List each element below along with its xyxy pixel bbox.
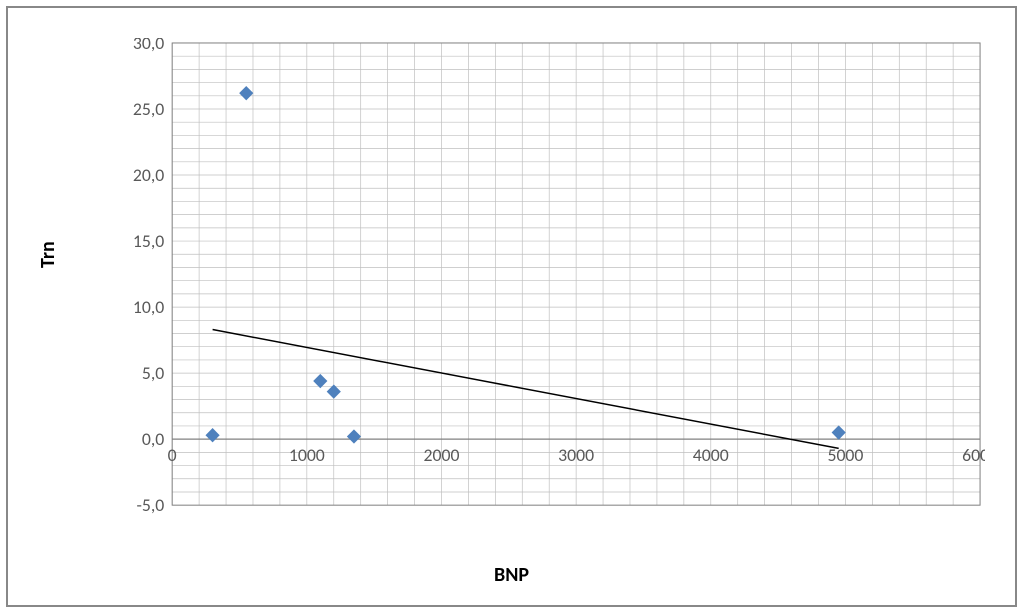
x-axis-title: BNP xyxy=(18,563,1005,587)
x-tick-label: 3000 xyxy=(558,444,594,466)
y-tick-label: 20,0 xyxy=(133,164,164,186)
y-tick-label: 30,0 xyxy=(133,38,164,54)
y-tick-label: 15,0 xyxy=(133,230,164,252)
x-tick-label: 2000 xyxy=(424,444,460,466)
y-tick-label: 0,0 xyxy=(142,428,164,450)
x-tick-label: 1000 xyxy=(289,444,325,466)
scatter-plot: 0100020003000400050006000-5,00,05,010,01… xyxy=(118,38,985,535)
chart-area: Trn BNP 0100020003000400050006000-5,00,0… xyxy=(18,18,1005,595)
y-axis-title: Trn xyxy=(36,241,60,268)
chart-frame: Trn BNP 0100020003000400050006000-5,00,0… xyxy=(6,6,1017,607)
y-tick-label: -5,0 xyxy=(136,494,164,516)
x-tick-label: 4000 xyxy=(693,444,729,466)
y-tick-label: 25,0 xyxy=(133,98,164,120)
plot-wrapper: 0100020003000400050006000-5,00,05,010,01… xyxy=(118,38,985,535)
y-tick-label: 10,0 xyxy=(133,296,164,318)
x-tick-label: 6000 xyxy=(962,444,985,466)
x-tick-label: 0 xyxy=(168,444,177,466)
y-tick-label: 5,0 xyxy=(142,362,164,384)
